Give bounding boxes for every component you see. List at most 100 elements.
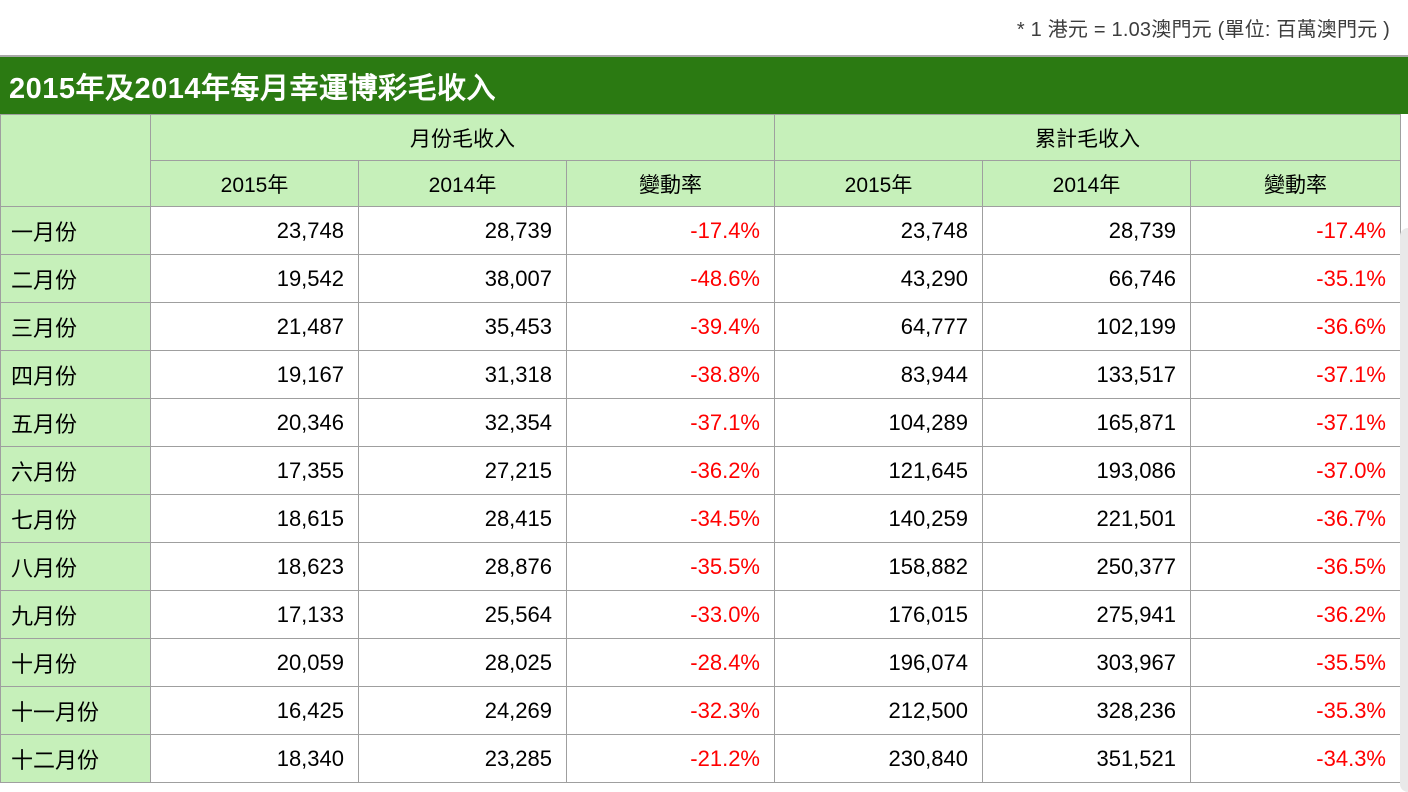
cumulative-2015-cell: 64,777 bbox=[774, 302, 983, 351]
monthly-2015-cell: 17,355 bbox=[150, 446, 359, 495]
monthly-2014-cell: 23,285 bbox=[358, 734, 567, 783]
monthly-change-cell: -37.1% bbox=[566, 398, 775, 447]
monthly-2015-cell: 16,425 bbox=[150, 686, 359, 735]
table-row: 八月份 18,623 28,876 -35.5% 158,882 250,377… bbox=[0, 542, 1401, 591]
cumulative-2015-cell: 121,645 bbox=[774, 446, 983, 495]
cumulative-2014-cell: 102,199 bbox=[982, 302, 1191, 351]
table-row: 九月份 17,133 25,564 -33.0% 176,015 275,941… bbox=[0, 590, 1401, 639]
monthly-2015-cell: 21,487 bbox=[150, 302, 359, 351]
col-header-cumulative-2014: 2014年 bbox=[982, 160, 1191, 207]
month-cell: 三月份 bbox=[0, 302, 151, 351]
monthly-2014-cell: 31,318 bbox=[358, 350, 567, 399]
monthly-change-cell: -48.6% bbox=[566, 254, 775, 303]
table-row: 三月份 21,487 35,453 -39.4% 64,777 102,199 … bbox=[0, 302, 1401, 351]
table-row: 六月份 17,355 27,215 -36.2% 121,645 193,086… bbox=[0, 446, 1401, 495]
col-header-monthly-2014: 2014年 bbox=[358, 160, 567, 207]
cumulative-2014-cell: 328,236 bbox=[982, 686, 1191, 735]
cumulative-change-cell: -34.3% bbox=[1190, 734, 1401, 783]
monthly-change-cell: -28.4% bbox=[566, 638, 775, 687]
monthly-2014-cell: 28,025 bbox=[358, 638, 567, 687]
monthly-2014-cell: 32,354 bbox=[358, 398, 567, 447]
table-header: 月份毛收入 累計毛收入 2015年 2014年 變動率 2015年 2014年 … bbox=[0, 114, 1401, 207]
monthly-2015-cell: 20,059 bbox=[150, 638, 359, 687]
table-body: 一月份 23,748 28,739 -17.4% 23,748 28,739 -… bbox=[0, 206, 1401, 783]
monthly-2014-cell: 25,564 bbox=[358, 590, 567, 639]
gross-revenue-table: 月份毛收入 累計毛收入 2015年 2014年 變動率 2015年 2014年 … bbox=[0, 114, 1401, 783]
table-row: 四月份 19,167 31,318 -38.8% 83,944 133,517 … bbox=[0, 350, 1401, 399]
cumulative-change-cell: -37.1% bbox=[1190, 398, 1401, 447]
monthly-change-cell: -34.5% bbox=[566, 494, 775, 543]
corner-cell bbox=[0, 114, 151, 207]
cumulative-2014-cell: 250,377 bbox=[982, 542, 1191, 591]
cumulative-2014-cell: 303,967 bbox=[982, 638, 1191, 687]
table-row: 十二月份 18,340 23,285 -21.2% 230,840 351,52… bbox=[0, 734, 1401, 783]
cumulative-change-cell: -35.5% bbox=[1190, 638, 1401, 687]
cumulative-2014-cell: 351,521 bbox=[982, 734, 1191, 783]
monthly-2014-cell: 28,876 bbox=[358, 542, 567, 591]
month-cell: 四月份 bbox=[0, 350, 151, 399]
top-divider bbox=[0, 55, 1408, 57]
page-title: 2015年及2014年每月幸運博彩毛收入 bbox=[0, 57, 1408, 114]
cumulative-change-cell: -36.7% bbox=[1190, 494, 1401, 543]
monthly-2015-cell: 20,346 bbox=[150, 398, 359, 447]
cumulative-2014-cell: 165,871 bbox=[982, 398, 1191, 447]
month-cell: 八月份 bbox=[0, 542, 151, 591]
monthly-2014-cell: 28,739 bbox=[358, 206, 567, 255]
monthly-2014-cell: 38,007 bbox=[358, 254, 567, 303]
monthly-2015-cell: 18,623 bbox=[150, 542, 359, 591]
monthly-change-cell: -21.2% bbox=[566, 734, 775, 783]
cumulative-2014-cell: 221,501 bbox=[982, 494, 1191, 543]
table-row: 十月份 20,059 28,025 -28.4% 196,074 303,967… bbox=[0, 638, 1401, 687]
group-header-row: 月份毛收入 累計毛收入 bbox=[0, 114, 1401, 207]
monthly-2015-cell: 19,167 bbox=[150, 350, 359, 399]
column-header-row: 2015年 2014年 變動率 2015年 2014年 變動率 bbox=[1, 160, 1401, 207]
cumulative-2015-cell: 43,290 bbox=[774, 254, 983, 303]
monthly-change-cell: -38.8% bbox=[566, 350, 775, 399]
col-header-monthly-change: 變動率 bbox=[566, 160, 775, 207]
month-cell: 十月份 bbox=[0, 638, 151, 687]
col-header-cumulative-change: 變動率 bbox=[1190, 160, 1401, 207]
cumulative-2014-cell: 133,517 bbox=[982, 350, 1191, 399]
monthly-2015-cell: 18,340 bbox=[150, 734, 359, 783]
cumulative-2014-cell: 28,739 bbox=[982, 206, 1191, 255]
col-header-monthly-2015: 2015年 bbox=[150, 160, 359, 207]
table-row: 十一月份 16,425 24,269 -32.3% 212,500 328,23… bbox=[0, 686, 1401, 735]
month-cell: 十一月份 bbox=[0, 686, 151, 735]
cumulative-change-cell: -35.1% bbox=[1190, 254, 1401, 303]
cumulative-2014-cell: 275,941 bbox=[982, 590, 1191, 639]
cumulative-2014-cell: 193,086 bbox=[982, 446, 1191, 495]
month-cell: 七月份 bbox=[0, 494, 151, 543]
cumulative-2015-cell: 140,259 bbox=[774, 494, 983, 543]
group-header-monthly: 月份毛收入 bbox=[150, 114, 775, 161]
table-row: 五月份 20,346 32,354 -37.1% 104,289 165,871… bbox=[0, 398, 1401, 447]
cumulative-change-cell: -36.2% bbox=[1190, 590, 1401, 639]
cumulative-change-cell: -36.5% bbox=[1190, 542, 1401, 591]
monthly-2014-cell: 28,415 bbox=[358, 494, 567, 543]
cumulative-2015-cell: 104,289 bbox=[774, 398, 983, 447]
exchange-rate-note: * 1 港元 = 1.03澳門元 (單位: 百萬澳門元 ) bbox=[1016, 19, 1390, 41]
cumulative-2015-cell: 230,840 bbox=[774, 734, 983, 783]
monthly-change-cell: -39.4% bbox=[566, 302, 775, 351]
month-cell: 十二月份 bbox=[0, 734, 151, 783]
page-edge-shadow bbox=[1400, 228, 1408, 792]
cumulative-2014-cell: 66,746 bbox=[982, 254, 1191, 303]
cumulative-change-cell: -36.6% bbox=[1190, 302, 1401, 351]
month-cell: 一月份 bbox=[0, 206, 151, 255]
table-row: 一月份 23,748 28,739 -17.4% 23,748 28,739 -… bbox=[0, 206, 1401, 255]
monthly-change-cell: -36.2% bbox=[566, 446, 775, 495]
cumulative-change-cell: -17.4% bbox=[1190, 206, 1401, 255]
monthly-2015-cell: 23,748 bbox=[150, 206, 359, 255]
cumulative-2015-cell: 196,074 bbox=[774, 638, 983, 687]
table-row: 二月份 19,542 38,007 -48.6% 43,290 66,746 -… bbox=[0, 254, 1401, 303]
col-header-cumulative-2015: 2015年 bbox=[774, 160, 983, 207]
monthly-change-cell: -32.3% bbox=[566, 686, 775, 735]
monthly-2014-cell: 27,215 bbox=[358, 446, 567, 495]
monthly-change-cell: -33.0% bbox=[566, 590, 775, 639]
cumulative-change-cell: -37.0% bbox=[1190, 446, 1401, 495]
monthly-2015-cell: 18,615 bbox=[150, 494, 359, 543]
group-header-cumulative: 累計毛收入 bbox=[774, 114, 1401, 161]
month-cell: 六月份 bbox=[0, 446, 151, 495]
monthly-2014-cell: 35,453 bbox=[358, 302, 567, 351]
table-row: 七月份 18,615 28,415 -34.5% 140,259 221,501… bbox=[0, 494, 1401, 543]
month-cell: 五月份 bbox=[0, 398, 151, 447]
